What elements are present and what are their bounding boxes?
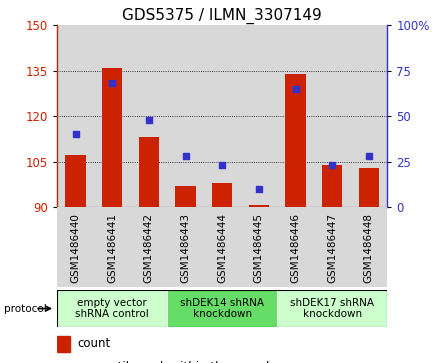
Point	[72, 131, 79, 137]
Text: GSM1486441: GSM1486441	[107, 213, 117, 283]
Text: empty vector
shRNA control: empty vector shRNA control	[75, 298, 149, 319]
Bar	[167, 25, 204, 207]
Bar	[57, 25, 94, 207]
Bar	[139, 137, 159, 207]
Text: GSM1486442: GSM1486442	[144, 213, 154, 283]
Bar	[176, 186, 196, 207]
Text: percentile rank within the sample: percentile rank within the sample	[77, 362, 277, 363]
Bar	[277, 25, 314, 207]
Bar	[57, 336, 70, 352]
Point	[219, 162, 226, 168]
Bar	[351, 207, 387, 287]
Bar	[204, 207, 241, 287]
Point	[255, 186, 262, 192]
Point	[109, 81, 116, 86]
Text: shDEK14 shRNA
knockdown: shDEK14 shRNA knockdown	[180, 298, 264, 319]
Bar	[286, 74, 306, 207]
Bar	[249, 205, 269, 207]
Bar	[241, 207, 277, 287]
Bar	[167, 290, 277, 327]
Bar	[94, 25, 131, 207]
Bar	[102, 68, 122, 207]
Point	[329, 162, 336, 168]
Text: shDEK17 shRNA
knockdown: shDEK17 shRNA knockdown	[290, 298, 374, 319]
Bar	[277, 290, 387, 327]
Bar	[167, 207, 204, 287]
Bar	[204, 25, 241, 207]
Text: GSM1486446: GSM1486446	[290, 213, 301, 283]
Bar	[322, 164, 342, 207]
Bar	[131, 25, 167, 207]
Text: GSM1486444: GSM1486444	[217, 213, 227, 283]
Bar	[94, 207, 131, 287]
Text: count: count	[77, 338, 110, 351]
Bar	[57, 207, 94, 287]
Bar	[131, 207, 167, 287]
Bar	[314, 207, 351, 287]
Bar	[66, 155, 86, 207]
Point	[292, 86, 299, 92]
Bar	[241, 25, 277, 207]
Bar	[212, 183, 232, 207]
Bar	[359, 168, 379, 207]
Bar	[351, 25, 387, 207]
Text: GSM1486443: GSM1486443	[180, 213, 191, 283]
Text: protocol: protocol	[4, 303, 47, 314]
Text: GSM1486440: GSM1486440	[70, 213, 81, 283]
Title: GDS5375 / ILMN_3307149: GDS5375 / ILMN_3307149	[122, 8, 322, 24]
Point	[365, 153, 372, 159]
Text: GSM1486447: GSM1486447	[327, 213, 337, 283]
Bar	[314, 25, 351, 207]
Bar	[277, 207, 314, 287]
Text: GSM1486445: GSM1486445	[254, 213, 264, 283]
Point	[182, 153, 189, 159]
Text: GSM1486448: GSM1486448	[364, 213, 374, 283]
Bar	[57, 290, 167, 327]
Point	[145, 117, 152, 123]
